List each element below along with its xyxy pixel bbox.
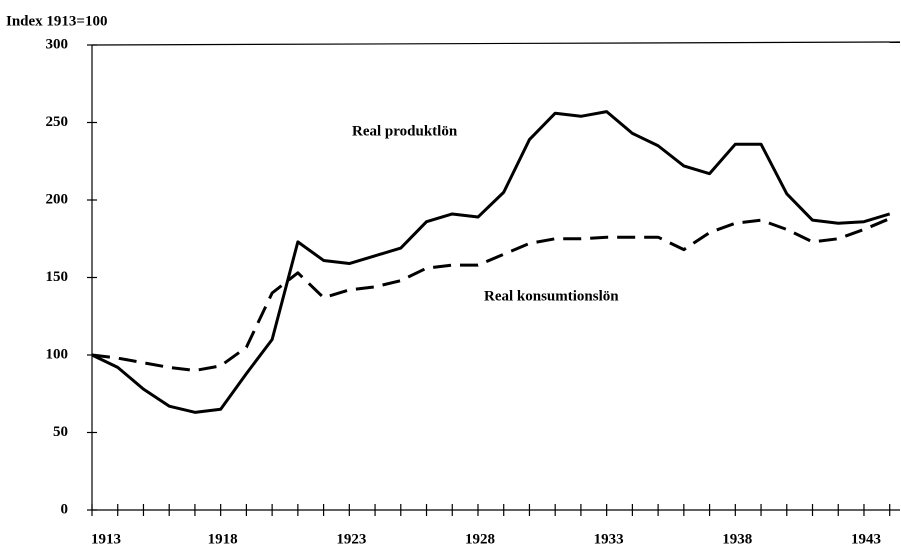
line-series	[91, 110, 891, 414]
series-label: Real produktlön	[352, 123, 458, 139]
series-label: Real konsumtionslön	[484, 288, 619, 304]
x-tick-label: 1943	[851, 531, 881, 547]
y-tick-label: 200	[46, 191, 69, 207]
y-tick-label: 150	[46, 269, 69, 285]
y-axis-label: Index 1913=100	[6, 13, 107, 29]
y-tick-label: 300	[46, 36, 69, 52]
line-series	[91, 217, 891, 372]
y-tick-label: 100	[46, 346, 69, 362]
top-border	[91, 41, 901, 46]
x-tick-label: 1928	[465, 531, 495, 547]
y-tick-label: 0	[61, 501, 69, 517]
x-tick-label: 1923	[336, 531, 366, 547]
x-tick-label: 1918	[208, 531, 238, 547]
x-tick-label: 1933	[594, 531, 624, 547]
x-tick-label: 1913	[91, 531, 121, 547]
x-tick-label: 1938	[722, 531, 752, 547]
y-tick-label: 50	[53, 424, 68, 440]
y-tick-label: 250	[46, 114, 69, 130]
